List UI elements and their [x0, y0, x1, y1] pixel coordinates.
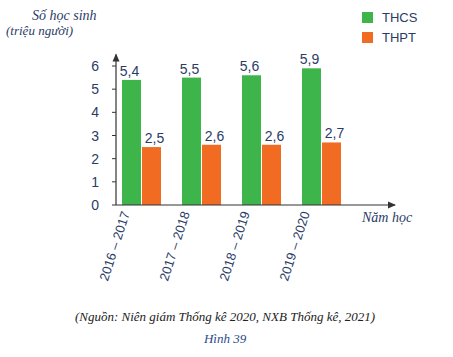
y-tick-label: 2	[91, 151, 99, 167]
source: (Nguồn: Niên giám Thống kê 2020, NXB Thố…	[75, 309, 375, 324]
data-label: 5,6	[240, 58, 260, 74]
legend-label: THCS	[382, 10, 418, 25]
x-axis-title: Năm học	[361, 210, 413, 225]
bar	[182, 78, 201, 205]
x-tick-label: 2017 – 2018	[156, 209, 193, 282]
y-tick-label: 3	[91, 128, 99, 144]
y-tick-label: 6	[91, 58, 99, 74]
y-axis	[115, 54, 116, 205]
data-label: 2,6	[205, 128, 225, 144]
bar	[242, 75, 261, 205]
x-tick-label: 2016 – 2017	[96, 209, 133, 282]
caption: Hình 39	[203, 331, 247, 346]
bar	[122, 80, 141, 205]
data-label: 5,9	[300, 51, 320, 67]
y-axis-title: Số học sinh	[32, 8, 97, 23]
data-label: 2,5	[145, 130, 165, 146]
x-axis-arrow	[388, 202, 396, 209]
legend-swatch	[362, 12, 373, 23]
y-axis-arrow	[113, 53, 120, 61]
bar	[202, 145, 221, 205]
y-tick-label: 4	[91, 104, 99, 120]
chart: Số học sinh(triệu người) 0 1 2 3 4 5 6 5,4 2,5 5,5…	[0, 0, 453, 357]
data-label: 2,7	[325, 125, 345, 141]
y-tick-label: 0	[91, 197, 99, 213]
y-tick-label: 1	[91, 174, 99, 190]
x-tick-label: 2018 – 2019	[216, 209, 253, 282]
data-label: 2,6	[265, 128, 285, 144]
y-tick-label: 5	[91, 81, 99, 97]
legend-swatch	[362, 32, 373, 43]
x-axis	[116, 204, 395, 205]
bar	[262, 145, 281, 205]
legend-label: THPT	[382, 30, 416, 45]
data-label: 5,4	[120, 63, 140, 79]
x-tick-label: 2019 – 2020	[276, 209, 313, 282]
bar	[322, 142, 341, 205]
bar	[302, 68, 321, 205]
data-label: 5,5	[180, 61, 200, 77]
y-axis-title: (triệu người)	[6, 23, 73, 38]
bars	[122, 68, 341, 205]
bar	[142, 147, 161, 205]
